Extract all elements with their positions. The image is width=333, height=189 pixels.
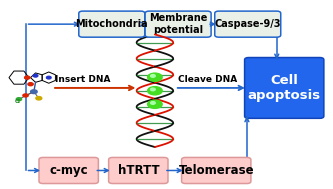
- Circle shape: [31, 90, 37, 94]
- Circle shape: [25, 76, 30, 79]
- Circle shape: [148, 87, 162, 95]
- Text: Mitochondria: Mitochondria: [76, 19, 148, 29]
- Text: Telomerase: Telomerase: [178, 164, 254, 177]
- Text: c-myc: c-myc: [49, 164, 88, 177]
- Text: Cell
apoptosis: Cell apoptosis: [248, 74, 321, 102]
- Text: hTRTT: hTRTT: [118, 164, 159, 177]
- Circle shape: [151, 75, 155, 77]
- Text: Insert DNA: Insert DNA: [55, 75, 111, 84]
- Circle shape: [47, 76, 51, 79]
- FancyBboxPatch shape: [79, 11, 145, 37]
- Text: Cl: Cl: [14, 99, 20, 104]
- Circle shape: [151, 102, 155, 104]
- Circle shape: [148, 100, 162, 108]
- FancyBboxPatch shape: [215, 11, 281, 37]
- FancyBboxPatch shape: [39, 157, 98, 184]
- Text: Caspase-9/3: Caspase-9/3: [214, 19, 281, 29]
- Circle shape: [23, 94, 28, 97]
- Circle shape: [16, 98, 22, 101]
- Text: Cleave DNA: Cleave DNA: [178, 75, 237, 84]
- Circle shape: [148, 73, 162, 81]
- Circle shape: [151, 88, 155, 91]
- FancyBboxPatch shape: [245, 57, 324, 118]
- Text: Membrane
potential: Membrane potential: [149, 13, 207, 35]
- FancyBboxPatch shape: [109, 157, 168, 184]
- FancyBboxPatch shape: [181, 157, 251, 184]
- Circle shape: [36, 97, 42, 100]
- Circle shape: [33, 74, 38, 77]
- FancyBboxPatch shape: [145, 11, 211, 37]
- Circle shape: [28, 83, 33, 86]
